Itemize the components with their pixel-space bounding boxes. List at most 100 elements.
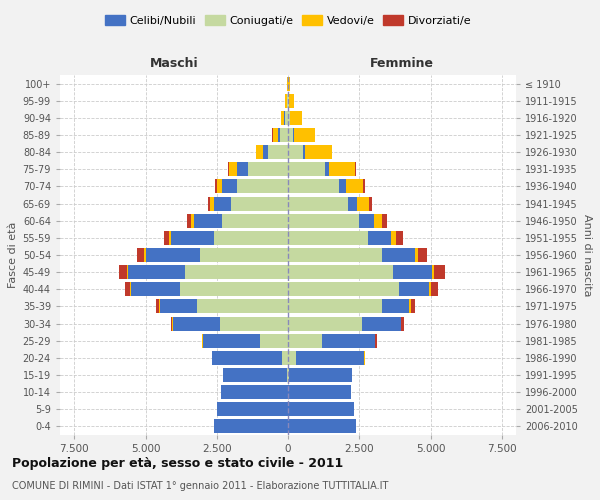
- Bar: [248, 162, 288, 176]
- Bar: [210, 196, 214, 210]
- Bar: [288, 334, 322, 347]
- Bar: [322, 334, 375, 347]
- Bar: [431, 282, 439, 296]
- Bar: [180, 282, 288, 296]
- Bar: [348, 196, 357, 210]
- Bar: [160, 300, 197, 314]
- Bar: [231, 196, 288, 210]
- Bar: [340, 180, 346, 194]
- Bar: [288, 300, 382, 314]
- Bar: [194, 214, 223, 228]
- Bar: [256, 145, 263, 159]
- Bar: [288, 76, 290, 90]
- Bar: [410, 300, 415, 314]
- Bar: [357, 196, 369, 210]
- Bar: [303, 145, 305, 159]
- Bar: [288, 162, 325, 176]
- Bar: [164, 231, 169, 245]
- Bar: [157, 300, 159, 314]
- Bar: [229, 162, 237, 176]
- Bar: [137, 248, 144, 262]
- Bar: [382, 214, 387, 228]
- Bar: [289, 368, 352, 382]
- Bar: [228, 162, 229, 176]
- Text: COMUNE DI RIMINI - Dati ISTAT 1° gennaio 2011 - Elaborazione TUTTITALIA.IT: COMUNE DI RIMINI - Dati ISTAT 1° gennaio…: [12, 481, 388, 491]
- Bar: [429, 282, 431, 296]
- Bar: [214, 420, 288, 434]
- Bar: [283, 351, 288, 365]
- Bar: [173, 316, 220, 330]
- Bar: [284, 111, 286, 125]
- Bar: [287, 94, 288, 108]
- Bar: [288, 145, 303, 159]
- Bar: [288, 214, 359, 228]
- Bar: [294, 128, 314, 142]
- Y-axis label: Anni di nascita: Anni di nascita: [582, 214, 592, 296]
- Bar: [288, 265, 394, 279]
- Bar: [293, 128, 294, 142]
- Bar: [170, 316, 172, 330]
- Bar: [401, 316, 404, 330]
- Bar: [288, 420, 356, 434]
- Bar: [278, 128, 280, 142]
- Bar: [217, 402, 288, 416]
- Bar: [285, 94, 287, 108]
- Legend: Celibi/Nubili, Coniugati/e, Vedovi/e, Divorziati/e: Celibi/Nubili, Coniugati/e, Vedovi/e, Di…: [100, 10, 476, 30]
- Bar: [130, 282, 131, 296]
- Bar: [382, 300, 409, 314]
- Bar: [368, 231, 391, 245]
- Bar: [221, 385, 288, 399]
- Bar: [268, 145, 288, 159]
- Y-axis label: Fasce di età: Fasce di età: [8, 222, 19, 288]
- Bar: [220, 316, 288, 330]
- Bar: [305, 145, 332, 159]
- Bar: [325, 162, 329, 176]
- Bar: [191, 214, 194, 228]
- Bar: [394, 265, 432, 279]
- Bar: [359, 214, 374, 228]
- Bar: [281, 111, 284, 125]
- Bar: [236, 180, 288, 194]
- Bar: [197, 300, 288, 314]
- Bar: [125, 282, 130, 296]
- Bar: [399, 282, 429, 296]
- Bar: [355, 162, 356, 176]
- Bar: [272, 128, 278, 142]
- Bar: [215, 180, 217, 194]
- Bar: [396, 231, 403, 245]
- Bar: [288, 231, 368, 245]
- Bar: [288, 282, 399, 296]
- Bar: [223, 368, 287, 382]
- Bar: [119, 265, 127, 279]
- Bar: [418, 248, 427, 262]
- Bar: [363, 180, 365, 194]
- Bar: [296, 351, 364, 365]
- Bar: [288, 128, 293, 142]
- Text: Maschi: Maschi: [149, 57, 199, 70]
- Bar: [288, 351, 296, 365]
- Bar: [212, 351, 283, 365]
- Bar: [214, 231, 288, 245]
- Bar: [288, 316, 362, 330]
- Bar: [288, 111, 290, 125]
- Bar: [288, 196, 348, 210]
- Text: Femmine: Femmine: [370, 57, 434, 70]
- Bar: [260, 334, 288, 347]
- Bar: [223, 214, 288, 228]
- Bar: [434, 265, 445, 279]
- Bar: [375, 334, 377, 347]
- Bar: [145, 248, 200, 262]
- Bar: [369, 196, 372, 210]
- Bar: [171, 231, 214, 245]
- Bar: [409, 300, 410, 314]
- Bar: [214, 196, 231, 210]
- Bar: [288, 368, 289, 382]
- Bar: [290, 111, 302, 125]
- Bar: [187, 214, 191, 228]
- Bar: [288, 385, 350, 399]
- Bar: [169, 231, 171, 245]
- Text: Popolazione per età, sesso e stato civile - 2011: Popolazione per età, sesso e stato civil…: [12, 458, 343, 470]
- Bar: [280, 128, 288, 142]
- Bar: [144, 248, 146, 262]
- Bar: [185, 265, 288, 279]
